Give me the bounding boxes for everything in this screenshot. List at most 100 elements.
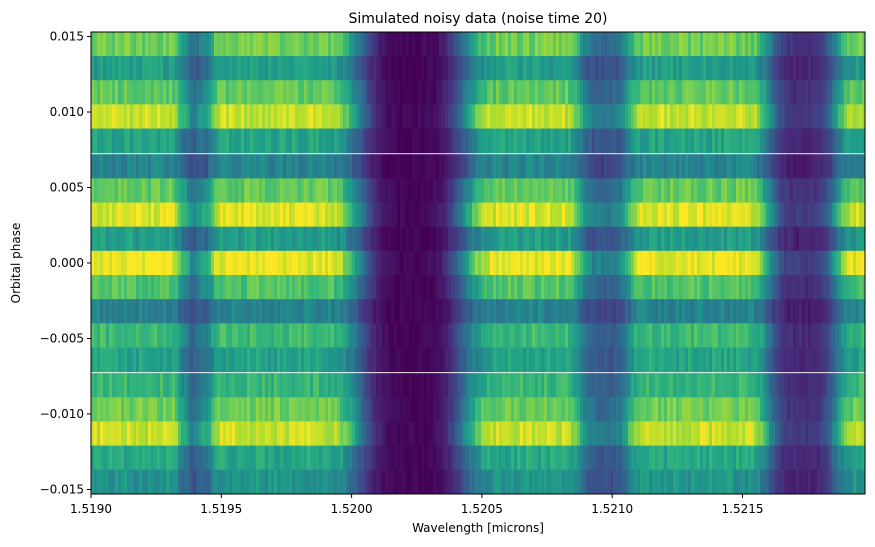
heatmap-cell bbox=[388, 226, 392, 252]
heatmap-cell bbox=[232, 469, 236, 494]
heatmap-cell bbox=[856, 323, 860, 349]
heatmap-cell bbox=[544, 299, 548, 324]
heatmap-cell bbox=[244, 421, 248, 447]
heatmap-cell bbox=[571, 154, 575, 179]
heatmap-cell bbox=[313, 299, 317, 324]
heatmap-cell bbox=[121, 154, 125, 179]
heatmap-cell bbox=[370, 80, 374, 105]
heatmap-cell bbox=[256, 347, 260, 373]
heatmap-cell bbox=[460, 421, 464, 447]
heatmap-cell bbox=[163, 347, 167, 373]
heatmap-cell bbox=[499, 178, 503, 204]
heatmap-cell bbox=[232, 56, 236, 81]
heatmap-cell bbox=[223, 56, 227, 81]
heatmap-cell bbox=[505, 154, 509, 179]
heatmap-cell bbox=[679, 56, 683, 81]
heatmap-cell bbox=[559, 32, 563, 57]
heatmap-cell bbox=[340, 178, 344, 204]
heatmap-cell bbox=[856, 397, 860, 423]
heatmap-cell bbox=[658, 250, 662, 276]
heatmap-cell bbox=[202, 373, 206, 398]
heatmap-cell bbox=[535, 397, 539, 423]
heatmap-cell bbox=[397, 178, 401, 204]
heatmap-cell bbox=[136, 250, 140, 276]
heatmap-cell bbox=[157, 178, 161, 204]
heatmap-cell bbox=[472, 323, 476, 349]
heatmap-cell bbox=[745, 347, 749, 373]
heatmap-cell bbox=[400, 421, 404, 447]
heatmap-cell bbox=[208, 104, 212, 130]
heatmap-cell bbox=[265, 80, 269, 105]
heatmap-cell bbox=[319, 56, 323, 81]
heatmap-cell bbox=[382, 347, 386, 373]
heatmap-cell bbox=[697, 178, 701, 204]
heatmap-cell bbox=[745, 421, 749, 447]
heatmap-cell bbox=[457, 56, 461, 81]
heatmap-cell bbox=[97, 154, 101, 179]
heatmap-cell bbox=[463, 56, 467, 81]
heatmap-cell bbox=[139, 347, 143, 373]
heatmap-cell bbox=[91, 202, 95, 228]
heatmap-cell bbox=[616, 202, 620, 228]
heatmap-cell bbox=[316, 56, 320, 81]
heatmap-cell bbox=[238, 178, 242, 204]
heatmap-cell bbox=[205, 373, 209, 398]
heatmap-cell bbox=[799, 421, 803, 447]
heatmap-cell bbox=[655, 250, 659, 276]
heatmap-cell bbox=[205, 250, 209, 276]
heatmap-cell bbox=[862, 397, 865, 423]
heatmap-cell bbox=[517, 154, 521, 179]
heatmap-cell bbox=[142, 154, 146, 179]
heatmap-cell bbox=[271, 323, 275, 349]
heatmap-cell bbox=[853, 250, 857, 276]
heatmap-cell bbox=[556, 104, 560, 130]
heatmap-cell bbox=[262, 373, 266, 398]
heatmap-cell bbox=[772, 128, 776, 154]
heatmap-cell bbox=[778, 250, 782, 276]
heatmap-cell bbox=[460, 226, 464, 252]
heatmap-cell bbox=[373, 202, 377, 228]
heatmap-cell bbox=[805, 104, 809, 130]
heatmap-cell bbox=[862, 373, 865, 398]
heatmap-cell bbox=[340, 32, 344, 57]
heatmap-cell bbox=[703, 128, 707, 154]
heatmap-cell bbox=[520, 32, 524, 57]
heatmap-cell bbox=[460, 56, 464, 81]
heatmap-cell bbox=[307, 397, 311, 423]
heatmap-cell bbox=[271, 421, 275, 447]
heatmap-cell bbox=[187, 323, 191, 349]
heatmap-cell bbox=[196, 421, 200, 447]
heatmap-cell bbox=[799, 469, 803, 494]
heatmap-cell bbox=[823, 178, 827, 204]
heatmap-cell bbox=[703, 275, 707, 300]
heatmap-cell bbox=[619, 323, 623, 349]
heatmap-cell bbox=[445, 469, 449, 494]
heatmap-cell bbox=[235, 226, 239, 252]
heatmap-cell bbox=[778, 202, 782, 228]
heatmap-cell bbox=[169, 80, 173, 105]
heatmap-cell bbox=[427, 32, 431, 57]
heatmap-cell bbox=[589, 154, 593, 179]
heatmap-cell bbox=[244, 128, 248, 154]
heatmap-cell bbox=[778, 347, 782, 373]
heatmap-cell bbox=[394, 32, 398, 57]
heatmap-cell bbox=[760, 104, 764, 130]
heatmap-cell bbox=[346, 202, 350, 228]
heatmap-cell bbox=[448, 275, 452, 300]
heatmap-cell bbox=[817, 32, 821, 57]
heatmap-cell bbox=[832, 299, 836, 324]
heatmap-cell bbox=[667, 80, 671, 105]
heatmap-cell bbox=[352, 373, 356, 398]
heatmap-cell bbox=[268, 154, 272, 179]
heatmap-cell bbox=[475, 202, 479, 228]
heatmap-cell bbox=[256, 178, 260, 204]
heatmap-cell bbox=[181, 202, 185, 228]
heatmap-cell bbox=[316, 397, 320, 423]
heatmap-cell bbox=[445, 445, 449, 471]
heatmap-cell bbox=[832, 104, 836, 130]
heatmap-cell bbox=[505, 397, 509, 423]
heatmap-cell bbox=[481, 445, 485, 471]
heatmap-cell bbox=[670, 421, 674, 447]
heatmap-cell bbox=[559, 80, 563, 105]
heatmap-cell bbox=[175, 56, 179, 81]
